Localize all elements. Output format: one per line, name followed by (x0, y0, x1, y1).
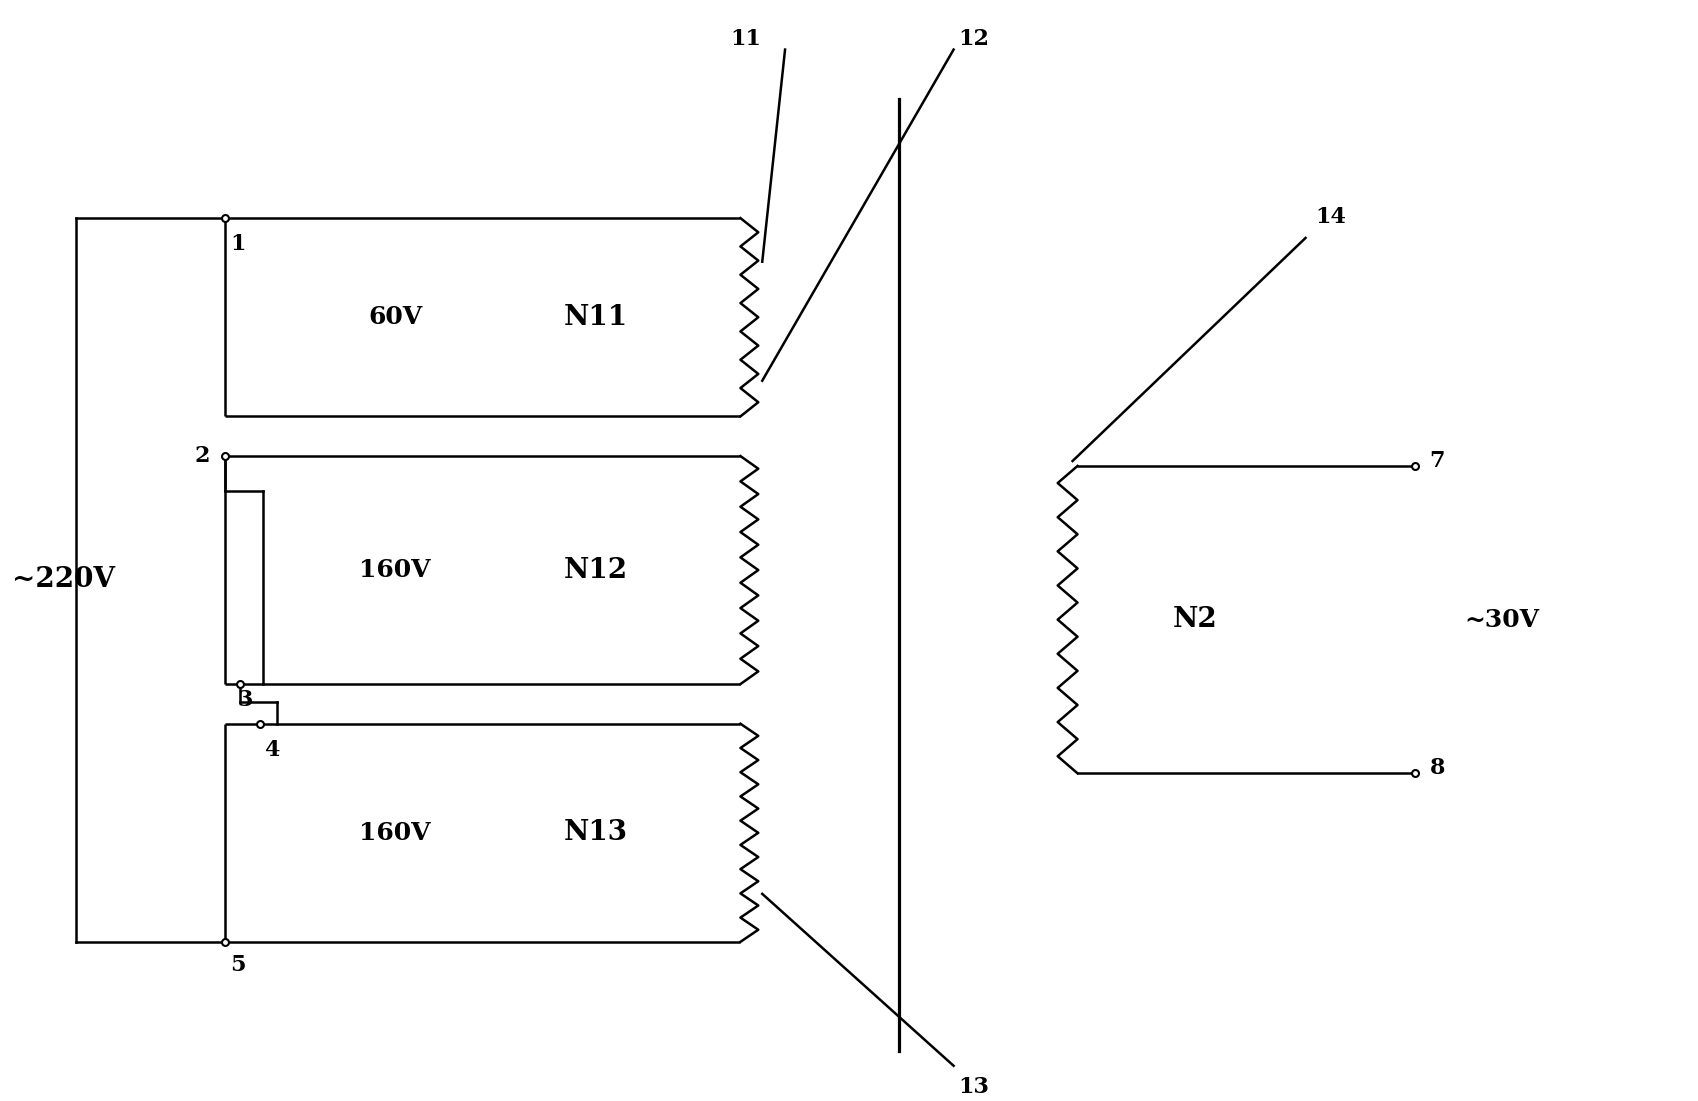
Text: 60V: 60V (368, 305, 421, 329)
Text: 160V: 160V (358, 820, 431, 844)
Text: 7: 7 (1428, 450, 1443, 472)
Text: N13: N13 (564, 819, 628, 847)
Text: 14: 14 (1314, 206, 1345, 228)
Text: 13: 13 (958, 1076, 988, 1098)
Text: 1: 1 (229, 233, 245, 255)
Text: N2: N2 (1172, 607, 1217, 633)
Text: N11: N11 (564, 304, 628, 330)
Text: 12: 12 (958, 28, 988, 50)
Text: N12: N12 (564, 557, 628, 584)
Text: ~220V: ~220V (12, 567, 115, 593)
Text: 4: 4 (265, 739, 280, 761)
Text: 5: 5 (229, 953, 245, 975)
Text: ~30V: ~30V (1464, 608, 1538, 632)
Text: 11: 11 (730, 28, 761, 50)
Text: 8: 8 (1428, 757, 1443, 780)
Text: 2: 2 (194, 445, 211, 467)
Text: 160V: 160V (358, 558, 431, 582)
Text: 3: 3 (238, 689, 253, 711)
